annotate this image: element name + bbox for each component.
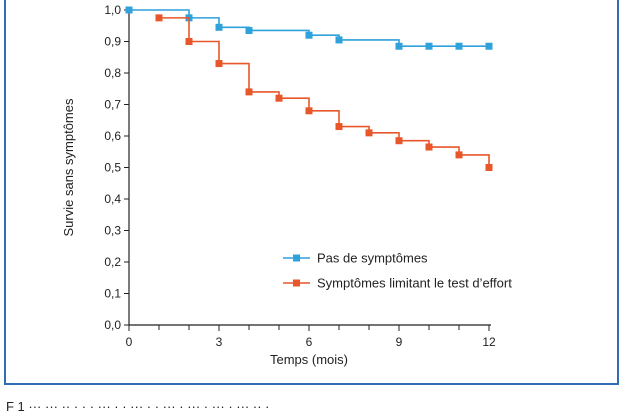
data-point [275, 94, 283, 102]
series-layer [125, 6, 493, 171]
y-tick-label: 0,5 [104, 161, 121, 175]
x-tick-label: 9 [396, 335, 403, 349]
y-axis-label: Survie sans symptômes [61, 98, 76, 236]
y-tick-label: 0,3 [104, 224, 121, 238]
axes: 0,0 0,1 0,2 0,3 0,4 0,5 0,6 0,7 0,8 0,9 1,0 0 3 6 9 12 T… [61, 3, 496, 367]
data-point [245, 88, 253, 96]
data-point [455, 151, 463, 159]
y-tick-label: 0,0 [104, 318, 121, 332]
data-point [125, 6, 133, 14]
data-point [425, 143, 433, 151]
x-tick-label: 6 [306, 335, 313, 349]
y-tick-label: 0,7 [104, 98, 121, 112]
legend-item: Pas de symptômes [283, 251, 428, 266]
data-point [455, 42, 463, 50]
data-point [155, 14, 163, 22]
data-point [215, 60, 223, 68]
data-point [485, 164, 493, 171]
data-point [395, 42, 403, 50]
y-tick-label: 0,6 [104, 129, 121, 143]
legend-label: Pas de symptômes [317, 251, 428, 266]
data-point [305, 31, 313, 39]
data-point [335, 123, 343, 131]
legend: Pas de symptômes Symptômes limitant le te… [283, 251, 512, 291]
data-point [245, 26, 253, 34]
data-point [485, 42, 493, 50]
x-tick-label: 0 [126, 335, 133, 349]
legend-marker [293, 279, 300, 287]
x-tick-label: 12 [482, 335, 496, 349]
series-line [129, 9, 489, 48]
series-line [159, 17, 490, 168]
y-tick-label: 0,9 [104, 35, 121, 49]
series-2 [155, 14, 493, 171]
legend-item: Symptômes limitant le test d’effort [283, 276, 512, 291]
y-tick-label: 0,1 [104, 287, 121, 301]
data-point [185, 38, 193, 45]
data-point [335, 36, 343, 44]
y-tick-label: 0,8 [104, 66, 121, 80]
series-1 [125, 6, 493, 50]
data-point [305, 107, 313, 115]
x-axis-label: Temps (mois) [270, 352, 348, 367]
y-tick-label: 1,0 [104, 3, 121, 17]
y-tick-label: 0,4 [104, 192, 121, 206]
data-point [365, 129, 373, 137]
y-tick-label: 0,2 [104, 255, 121, 269]
figure-frame [4, 0, 619, 385]
data-point [425, 42, 433, 50]
data-point [215, 23, 223, 31]
x-tick-label: 3 [216, 335, 223, 349]
legend-marker [293, 254, 300, 262]
figure-caption: F 1 ··· ··· ·· · · · ··· · · ··· · · ···… [6, 399, 270, 414]
data-point [395, 137, 403, 145]
legend-label: Symptômes limitant le test d’effort [317, 276, 512, 291]
